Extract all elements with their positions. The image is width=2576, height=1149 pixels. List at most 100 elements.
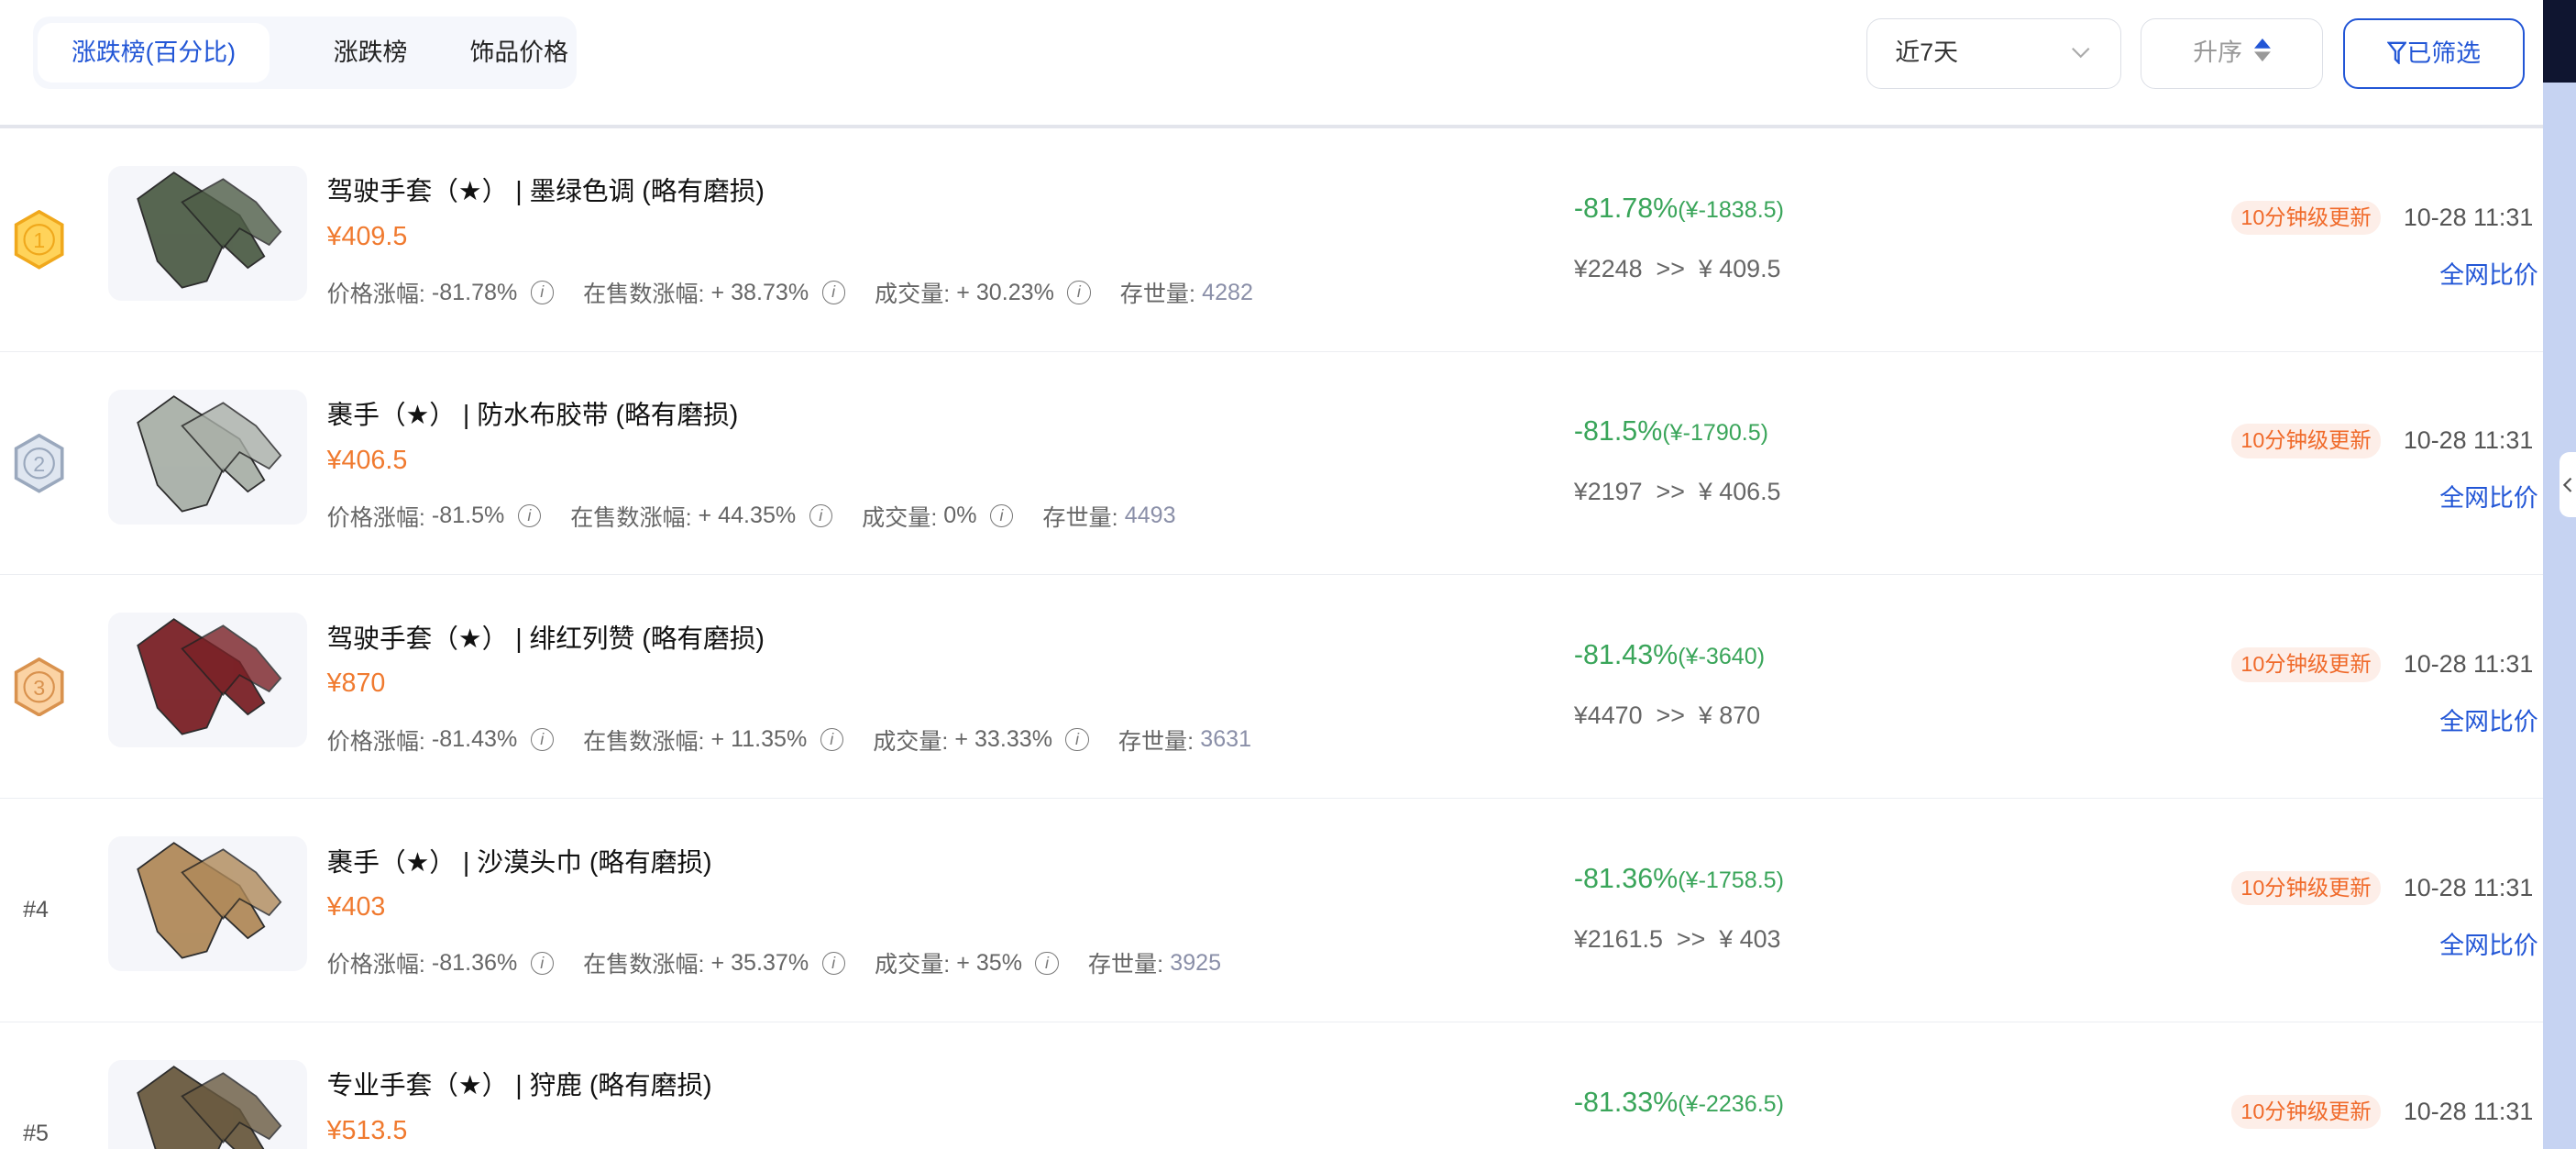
stat-label: 存世量: <box>1117 728 1194 755</box>
compare-link[interactable]: 全网比价 <box>2439 260 2538 289</box>
info-icon[interactable]: i <box>517 504 541 528</box>
pct-value: -81.5% <box>1573 415 1663 447</box>
stock-value: 3631 <box>1200 726 1252 753</box>
item-stats: 价格涨幅: -81.43% i 在售数涨幅: + 11.35% i 成交量: + 3… <box>327 724 1282 757</box>
filter-label: 已筛选 <box>2406 39 2482 67</box>
price-change-value: -81.78% <box>431 279 518 305</box>
change-percent: -81.5%(¥-1790.5) <box>1574 415 1768 447</box>
glove-icon <box>137 618 282 736</box>
stat-label: 成交量: <box>862 504 938 531</box>
item-price: ¥409.5 <box>326 221 408 251</box>
price-path: ¥2161.5 >> ¥ 403 <box>1574 925 1781 954</box>
stat-label: 价格涨幅: <box>326 504 425 531</box>
item-image[interactable] <box>108 389 308 525</box>
info-icon[interactable]: i <box>530 951 554 975</box>
info-icon[interactable]: i <box>821 951 845 975</box>
info-icon[interactable]: i <box>989 504 1014 528</box>
rank-number: #4 <box>23 897 49 923</box>
info-icon[interactable]: i <box>820 727 843 752</box>
compare-link[interactable]: 全网比价 <box>2439 931 2538 959</box>
item-price: ¥870 <box>326 668 386 699</box>
info-icon[interactable]: i <box>809 504 832 528</box>
tab-change[interactable]: 涨跌榜 <box>333 39 408 67</box>
listing-change-value: + 35.37% <box>710 949 809 976</box>
listing-change-value: + 38.73% <box>710 279 809 305</box>
info-icon[interactable]: i <box>1035 951 1059 975</box>
info-icon[interactable]: i <box>1067 281 1091 304</box>
diff-value: (¥-1838.5) <box>1678 196 1784 223</box>
rank-medal-icon: 1 <box>15 210 64 270</box>
rank-number: 2 <box>34 452 46 476</box>
tab-item-price[interactable]: 饰品价格 <box>469 39 569 67</box>
sort-button[interactable]: 升序 <box>2141 17 2324 89</box>
divider <box>0 125 2544 128</box>
pct-value: -81.43% <box>1573 639 1679 671</box>
item-image[interactable] <box>108 613 308 748</box>
item-stats: 价格涨幅: -81.78% i 在售数涨幅: + 38.73% i 成交量: + 3… <box>327 276 1283 309</box>
info-icon[interactable]: i <box>821 281 845 304</box>
price-change-value: -81.43% <box>431 726 518 753</box>
price-change-value: -81.36% <box>431 949 518 976</box>
chevron-down-icon <box>2071 48 2090 59</box>
update-badge: 10分钟级更新 <box>2230 647 2382 682</box>
rank-number: 3 <box>34 676 46 700</box>
stat-label: 存世量: <box>1042 504 1118 531</box>
item-image[interactable] <box>108 1059 308 1149</box>
period-select[interactable]: 近7天 <box>1866 17 2121 89</box>
glove-icon <box>137 394 282 513</box>
info-icon[interactable]: i <box>530 727 554 752</box>
volume-value: + 35% <box>956 949 1023 976</box>
scrollbar-thumb[interactable] <box>2543 0 2576 83</box>
collapse-handle-icon[interactable] <box>2559 451 2576 518</box>
stat-label: 在售数涨幅: <box>583 282 705 308</box>
item-price: ¥406.5 <box>326 445 408 475</box>
diff-value: (¥-1790.5) <box>1662 420 1769 447</box>
item-stats: 价格涨幅: -81.5% i 在售数涨幅: + 44.35% i 成交量: 0% i … <box>327 500 1205 533</box>
rank-medal-icon: 3 <box>15 657 64 717</box>
update-badge: 10分钟级更新 <box>2230 200 2382 236</box>
compare-link[interactable]: 全网比价 <box>2439 484 2538 513</box>
info-icon[interactable]: i <box>530 281 554 304</box>
list-item[interactable]: #5 专业手套（★） | 狩鹿 (略有磨损) ¥513.5 -81.33%(¥-… <box>0 1022 2543 1149</box>
arrow: >> <box>1656 478 1685 506</box>
update-badge: 10分钟级更新 <box>2230 1094 2382 1130</box>
from-price: ¥2248 <box>1573 254 1643 282</box>
list-item[interactable]: #4 裹手（★） | 沙漠头巾 (略有磨损) ¥403 价格涨幅: -81.36… <box>0 799 2544 1022</box>
item-name[interactable]: 驾驶手套（★） | 绯红列赞 (略有磨损) <box>326 624 765 654</box>
item-name[interactable]: 专业手套（★） | 狩鹿 (略有磨损) <box>326 1071 712 1101</box>
glove-icon <box>137 842 282 959</box>
tab-change-percent[interactable]: 涨跌榜(百分比) <box>38 23 270 83</box>
filter-icon <box>2386 41 2408 66</box>
pct-value: -81.78% <box>1573 192 1679 224</box>
volume-value: + 30.23% <box>956 279 1054 305</box>
listing-change-value: + 11.35% <box>710 726 808 753</box>
stat-label: 存世量: <box>1087 952 1164 978</box>
stat-label: 在售数涨幅: <box>570 504 692 531</box>
info-icon[interactable]: i <box>1065 727 1089 752</box>
list-item[interactable]: 1 驾驶手套（★） | 墨绿色调 (略有磨损) ¥409.5 价格涨幅: -81… <box>0 128 2544 352</box>
item-name[interactable]: 裹手（★） | 沙漠头巾 (略有磨损) <box>326 847 712 878</box>
to-price: ¥ 409.5 <box>1698 254 1781 282</box>
update-badge: 10分钟级更新 <box>2230 424 2382 458</box>
list-item[interactable]: 3 驾驶手套（★） | 绯红列赞 (略有磨损) ¥870 价格涨幅: -81.4… <box>0 575 2544 799</box>
diff-value: (¥-2236.5) <box>1678 1090 1784 1117</box>
glove-icon <box>137 171 282 289</box>
to-price: ¥ 403 <box>1719 924 1781 953</box>
update-badge: 10分钟级更新 <box>2230 870 2382 906</box>
to-price: ¥ 406.5 <box>1698 478 1781 506</box>
item-image[interactable] <box>108 165 308 301</box>
pct-value: -81.36% <box>1573 862 1679 894</box>
list-item[interactable]: 2 裹手（★） | 防水布胶带 (略有磨损) ¥406.5 价格涨幅: -81.… <box>0 352 2544 576</box>
pct-value: -81.33% <box>1573 1086 1679 1118</box>
stat-label: 存世量: <box>1119 282 1195 308</box>
scrollbar[interactable] <box>2543 0 2576 1149</box>
update-time: 10-28 11:31 <box>2403 203 2534 231</box>
item-name[interactable]: 裹手（★） | 防水布胶带 (略有磨损) <box>326 401 739 431</box>
glove-icon <box>137 1065 282 1149</box>
from-price: ¥4470 <box>1573 702 1643 730</box>
filter-button[interactable]: 已筛选 <box>2342 17 2526 89</box>
to-price: ¥ 870 <box>1698 702 1761 730</box>
item-image[interactable] <box>108 836 308 972</box>
compare-link[interactable]: 全网比价 <box>2439 708 2538 736</box>
item-name[interactable]: 驾驶手套（★） | 墨绿色调 (略有磨损) <box>326 177 765 207</box>
